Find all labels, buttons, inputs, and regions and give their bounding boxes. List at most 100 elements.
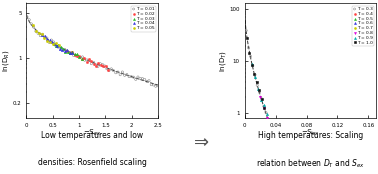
T = 0.8 xyxy=(257,95,263,98)
T = 0.05 xyxy=(33,29,39,32)
T = 0.02 xyxy=(71,54,77,56)
Text: Low temperatures and low: Low temperatures and low xyxy=(41,132,143,140)
T = 0.02 xyxy=(86,58,92,60)
T = 0.01 xyxy=(95,65,101,68)
T = 0.01 xyxy=(135,76,141,78)
T = 0.03 xyxy=(69,51,75,54)
T = 0.02 xyxy=(79,58,85,61)
T = 0.02 xyxy=(100,64,106,67)
T = 1.0 xyxy=(259,97,265,100)
T = 0.01 xyxy=(46,41,52,44)
T = 0.05 xyxy=(53,42,59,45)
T = 0.3 xyxy=(265,121,271,124)
X-axis label: $-S_{ex}$: $-S_{ex}$ xyxy=(83,128,101,138)
T = 0.3 xyxy=(280,159,287,162)
T = 0.03 xyxy=(79,58,85,61)
T = 0.01 xyxy=(68,51,74,54)
T = 0.6 xyxy=(283,166,289,168)
T = 0.01 xyxy=(139,77,146,80)
T = 0.04 xyxy=(44,37,50,40)
Legend: T = 0.01, T = 0.02, T = 0.03, T = 0.04, T = 0.05: T = 0.01, T = 0.02, T = 0.03, T = 0.04, … xyxy=(131,6,156,32)
T = 0.01 xyxy=(37,34,43,37)
T = 0.04 xyxy=(69,52,75,55)
T = 0.9 xyxy=(255,87,261,90)
T = 0.04 xyxy=(49,41,55,44)
T = 0.01 xyxy=(133,78,139,81)
T = 0.05 xyxy=(36,31,42,34)
T = 0.9 xyxy=(266,124,273,127)
T = 0.02 xyxy=(98,64,104,66)
T = 0.3 xyxy=(283,166,289,168)
T = 0.04 xyxy=(67,51,73,54)
T = 0.02 xyxy=(88,59,94,62)
T = 0.01 xyxy=(142,78,148,81)
T = 0.01 xyxy=(64,50,70,52)
T = 0.01 xyxy=(84,58,90,61)
T = 0.01 xyxy=(31,26,37,29)
Y-axis label: ln(D$_R$): ln(D$_R$) xyxy=(2,49,11,72)
T = 0.02 xyxy=(102,65,108,68)
T = 0.01 xyxy=(150,84,156,86)
T = 0.8 xyxy=(271,136,277,139)
T = 0.01 xyxy=(86,59,92,62)
T = 0.3 xyxy=(252,73,258,76)
T = 0.05 xyxy=(30,23,36,26)
T = 0.04 xyxy=(57,47,63,50)
T = 0.01 xyxy=(124,73,130,76)
T = 0.02 xyxy=(81,56,87,59)
T = 0.01 xyxy=(97,62,103,65)
T = 0.6 xyxy=(280,156,287,158)
T = 0.01 xyxy=(71,54,77,57)
T = 0.3 xyxy=(274,143,280,145)
T = 0.7 xyxy=(274,143,280,146)
T = 0.7 xyxy=(282,162,288,164)
T = 0.02 xyxy=(91,63,97,65)
T = 0.3 xyxy=(267,126,273,128)
T = 0.01 xyxy=(99,63,105,66)
T = 0.01 xyxy=(155,84,161,87)
T = 1.0 xyxy=(244,37,250,39)
T = 0.05 xyxy=(50,43,56,46)
T = 0.02 xyxy=(93,64,99,67)
T = 0.01 xyxy=(137,77,143,80)
T = 0.9 xyxy=(258,99,264,101)
T = 0.01 xyxy=(146,79,152,82)
T = 0.8 xyxy=(278,151,284,153)
T = 0.04 xyxy=(62,50,68,53)
T = 0.02 xyxy=(105,69,111,72)
T = 1.0 xyxy=(254,81,260,84)
T = 0.03 xyxy=(65,50,71,53)
T = 0.01 xyxy=(24,15,30,18)
T = 0.01 xyxy=(48,39,54,41)
T = 0.7 xyxy=(278,150,284,153)
T = 0.01 xyxy=(93,64,99,66)
Text: High temperatures: Scaling: High temperatures: Scaling xyxy=(258,132,363,140)
T = 0.01 xyxy=(73,54,79,57)
T = 0.01 xyxy=(153,85,159,88)
T = 0.3 xyxy=(243,29,249,32)
Y-axis label: ln(D$_T$): ln(D$_T$) xyxy=(218,50,228,72)
T = 1.0 xyxy=(249,64,255,67)
T = 0.03 xyxy=(67,52,73,54)
T = 0.8 xyxy=(260,106,266,109)
T = 0.04 xyxy=(54,44,60,47)
T = 0.01 xyxy=(53,44,59,47)
T = 0.05 xyxy=(44,39,50,42)
T = 0.7 xyxy=(266,120,273,123)
T = 0.01 xyxy=(104,67,110,70)
T = 0.03 xyxy=(51,42,57,45)
T = 0.3 xyxy=(285,169,291,172)
T = 0.9 xyxy=(263,112,270,115)
T = 0.9 xyxy=(252,76,258,79)
T = 0.03 xyxy=(56,43,62,46)
T = 0.03 xyxy=(53,45,59,48)
T = 0.01 xyxy=(79,56,85,58)
T = 0.04 xyxy=(52,42,58,45)
T = 0.3 xyxy=(259,97,265,100)
T = 0.03 xyxy=(72,53,78,55)
T = 0.05 xyxy=(39,33,45,35)
T = 0.3 xyxy=(250,64,256,67)
T = 0.3 xyxy=(248,55,254,58)
X-axis label: $-S_{ex}$: $-S_{ex}$ xyxy=(301,128,319,138)
T = 0.3 xyxy=(276,147,282,150)
